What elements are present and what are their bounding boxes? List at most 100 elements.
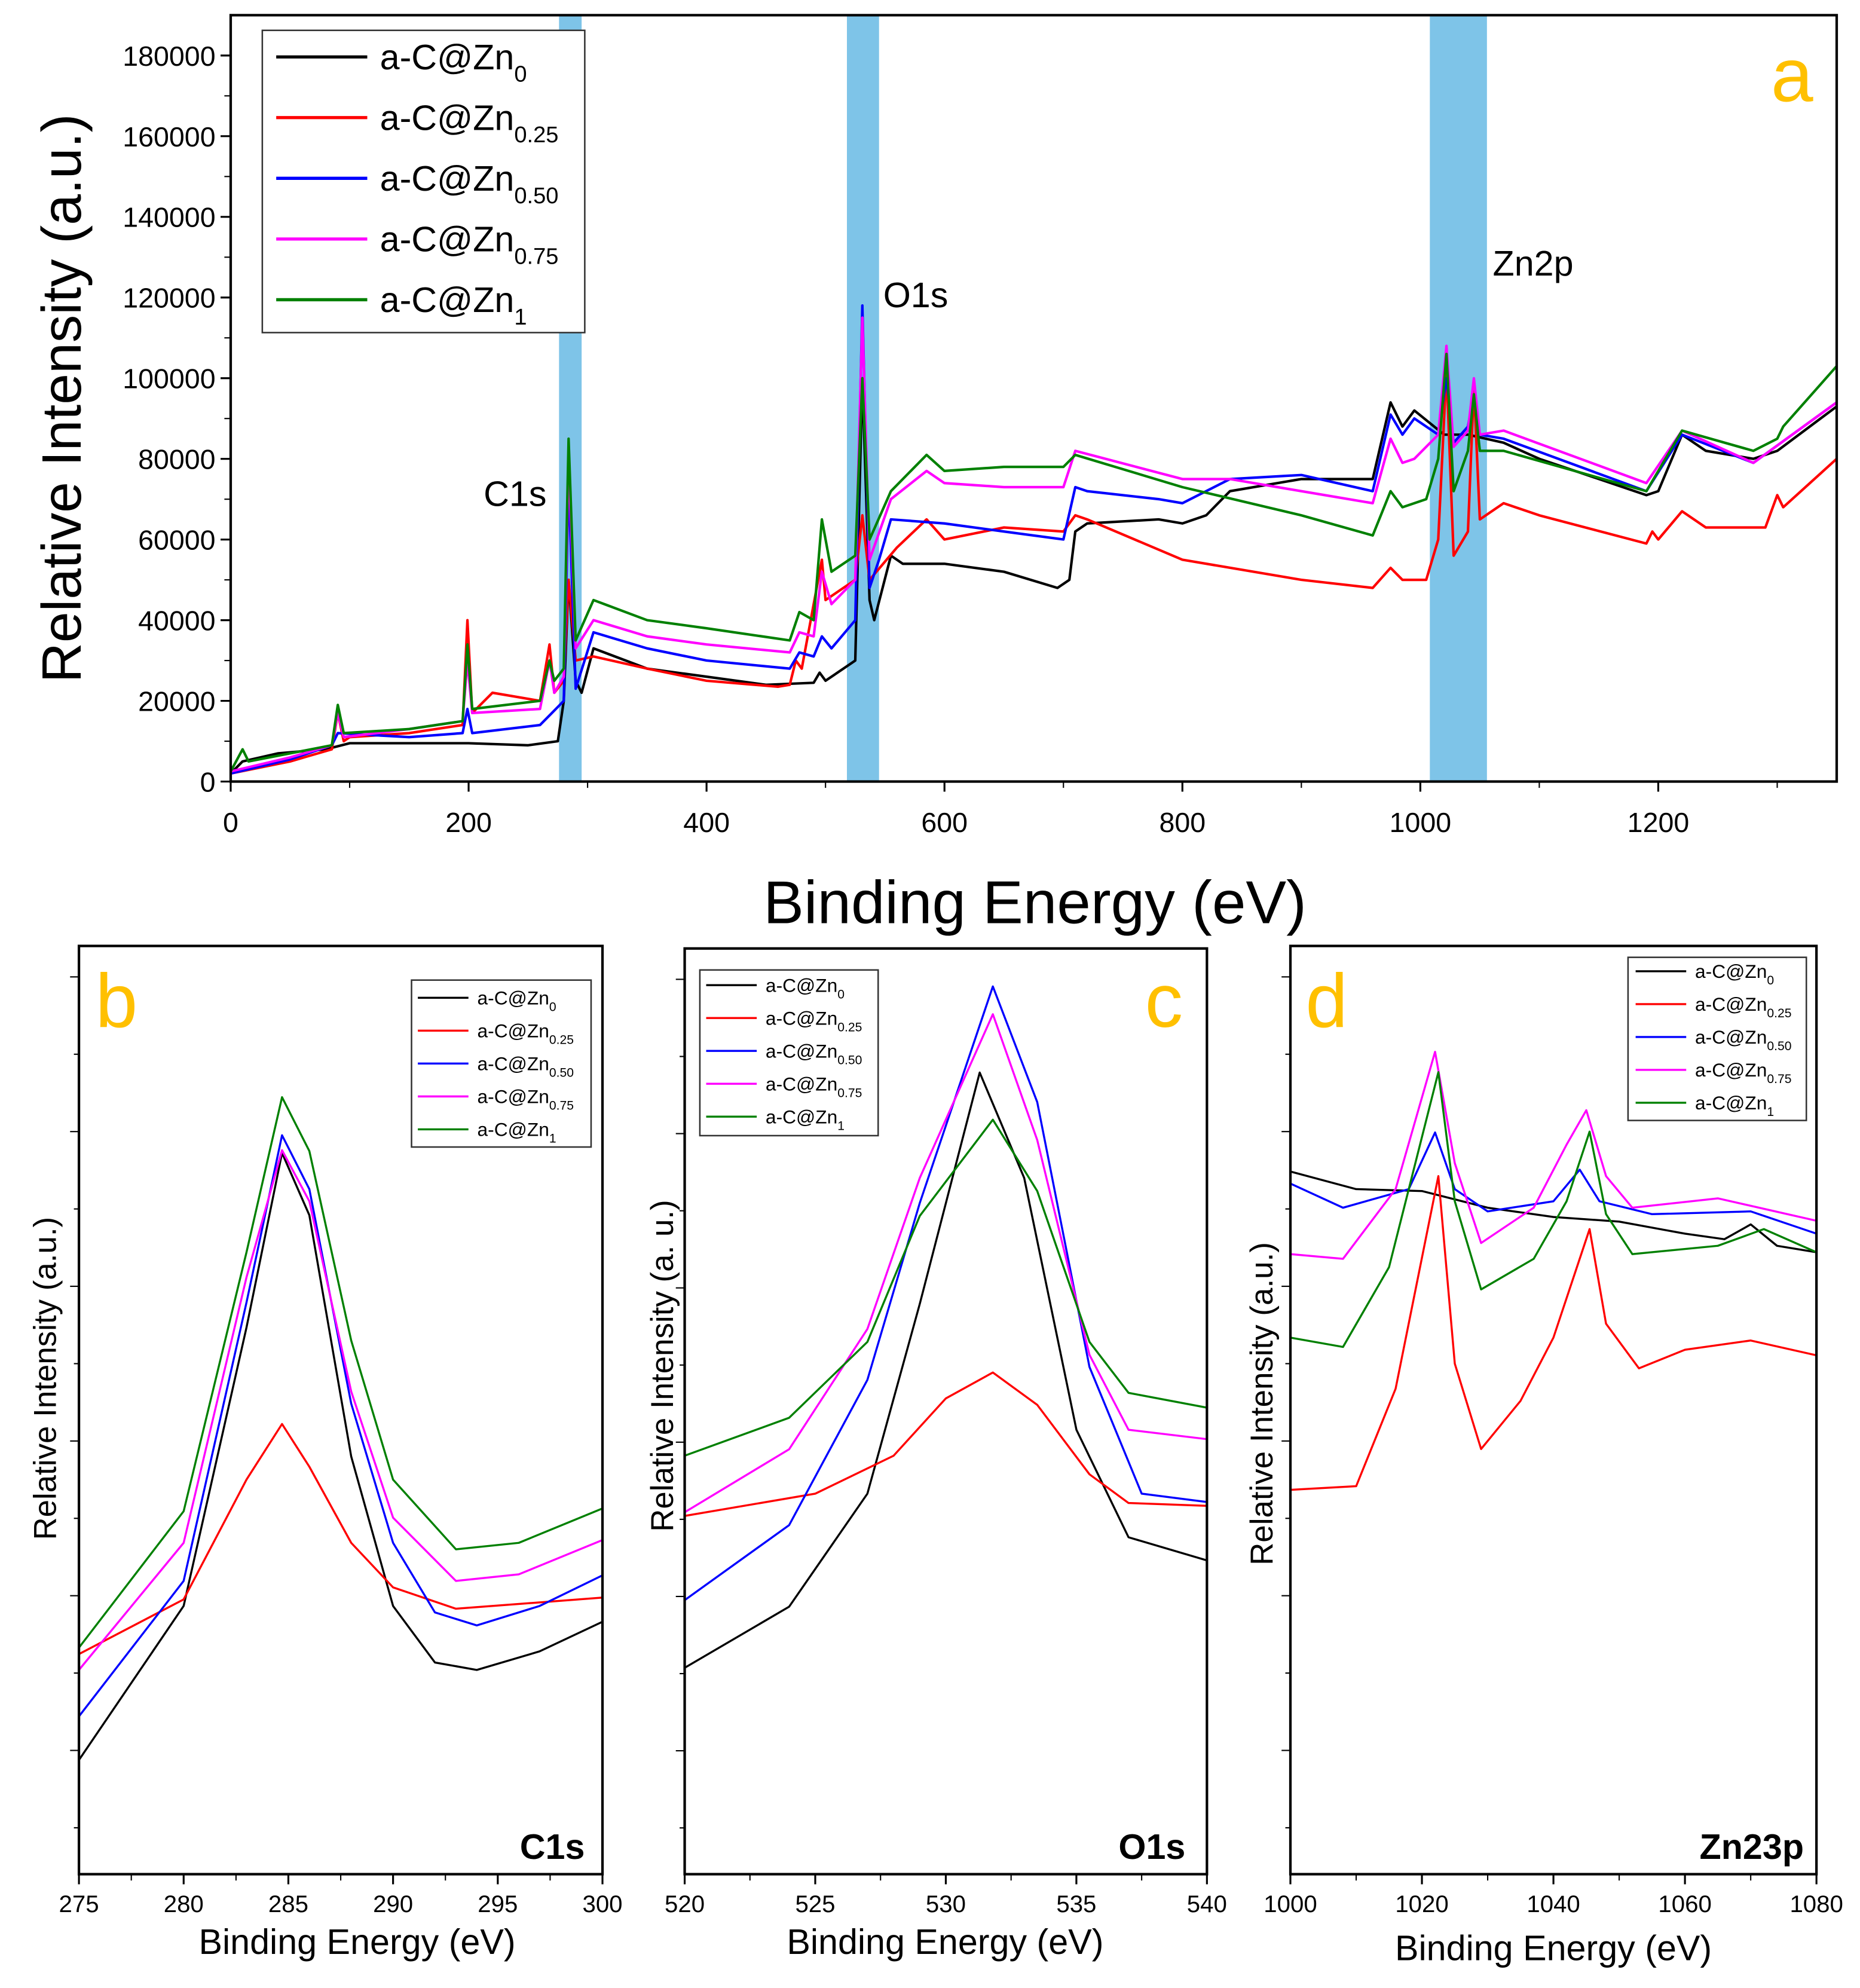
legend-label: a-C@Zn0.25 [380, 98, 559, 148]
legend-label: a-C@Zn0 [478, 987, 556, 1014]
legend-label-base: a-C@Zn [1695, 1092, 1767, 1114]
series-line-zn0 [230, 377, 1838, 775]
panel-b: 275 280 285 290 295 300 Binding Energy (eV) Rel… [27, 944, 623, 1962]
y-tick-label: 120000 [123, 283, 215, 314]
x-tick-label: 1200 [1628, 807, 1690, 838]
plot-frame [229, 14, 1838, 783]
x-tick-label: 525 [795, 1891, 835, 1917]
legend-label-subscript: 0.25 [1767, 1007, 1791, 1020]
series-line-zn050 [1290, 1131, 1817, 1235]
legend-label-base: a-C@Zn [380, 158, 515, 198]
legend-label-subscript: 1 [837, 1119, 845, 1133]
y-tick-label: 180000 [123, 41, 215, 72]
legend-label: a-C@Zn1 [478, 1118, 556, 1145]
legend: a-C@Zn0a-C@Zn0.25a-C@Zn0.50a-C@Zn0.75a-C… [1627, 956, 1807, 1121]
x-tick-label: 520 [665, 1891, 705, 1917]
x-axis-label: Binding Energy (eV) [763, 868, 1307, 937]
legend-label: a-C@Zn0 [766, 974, 845, 1001]
legend-label-base: a-C@Zn [1695, 993, 1767, 1015]
panel-a: 0 200 400 600 800 1000 1200 0 20000 40000 60000 800… [30, 14, 1838, 937]
x-tick-label: 275 [59, 1891, 99, 1917]
legend-box [1627, 956, 1807, 1121]
x-tick-label: 300 [582, 1891, 622, 1917]
series-line-zn025 [78, 1423, 603, 1655]
legend-label: a-C@Zn0 [1695, 961, 1774, 987]
legend-label-subscript: 0.50 [514, 183, 558, 209]
legend-box [699, 969, 879, 1137]
x-tick-label: 800 [1159, 807, 1206, 838]
x-tick-label: 530 [926, 1891, 966, 1917]
legend-label-subscript: 0.75 [1767, 1072, 1791, 1086]
legend-label: a-C@Zn0.50 [478, 1053, 574, 1079]
legend-label-subscript: 1 [514, 305, 527, 330]
panel-c: 520 525 530 535 540 Binding Energy (eV) Relati… [645, 947, 1227, 1962]
legend-label-subscript: 0 [549, 1001, 556, 1014]
legend-label-base: a-C@Zn [766, 1073, 837, 1094]
series-line-zn1 [1290, 1071, 1817, 1348]
series-line-zn050 [684, 985, 1207, 1601]
series-line-zn1 [78, 1096, 603, 1648]
x-tick-label: 1020 [1395, 1891, 1448, 1917]
series-line-zn025 [1290, 1175, 1817, 1491]
legend-label-base: a-C@Zn [766, 1106, 837, 1127]
y-tick-label: 80000 [138, 444, 215, 475]
legend-label-subscript: 0.75 [549, 1099, 574, 1113]
legend-label: a-C@Zn1 [766, 1106, 845, 1133]
legend-label-base: a-C@Zn [478, 1085, 549, 1107]
legend-label-base: a-C@Zn [478, 1053, 549, 1074]
legend-label-base: a-C@Zn [766, 1040, 837, 1062]
legend-label: a-C@Zn0.75 [478, 1085, 574, 1112]
y-axis-label: Relative Intensity (a.u.) [1244, 1242, 1280, 1565]
series-line-zn025 [684, 1371, 1207, 1517]
x-tick-label: 1000 [1264, 1891, 1317, 1917]
x-tick-label: 535 [1056, 1891, 1096, 1917]
series-line-zn050 [78, 1134, 603, 1717]
y-axis-label: Relative Intensity (a.u.) [30, 114, 93, 683]
x-axis-label: Binding Energy (eV) [1395, 1928, 1712, 1968]
legend-label-base: a-C@Zn [380, 219, 515, 259]
highlight-band-zn2p [1430, 15, 1487, 782]
peak-region-label: O1s [1118, 1827, 1185, 1867]
panel-d: 1000 1020 1040 1060 1080 Binding Energy (eV) R… [1244, 944, 1843, 1968]
x-axis-label: Binding Energy (eV) [787, 1922, 1103, 1962]
legend-label-subscript: 0.50 [1767, 1039, 1791, 1053]
legend: a-C@Zn0a-C@Zn0.25a-C@Zn0.50a-C@Zn0.75a-C… [699, 969, 879, 1137]
legend-label: a-C@Zn0 [380, 37, 527, 87]
legend-box [261, 29, 586, 334]
panel-letter: d [1305, 958, 1348, 1043]
y-tick-label: 20000 [138, 686, 215, 717]
legend-label-base: a-C@Zn [380, 37, 515, 77]
peak-region-label: Zn23p [1700, 1827, 1804, 1867]
legend-label-subscript: 0.75 [514, 244, 558, 269]
legend-label: a-C@Zn0.25 [478, 1020, 574, 1047]
x-tick-label: 1080 [1789, 1891, 1843, 1917]
legend-label-subscript: 0 [1767, 974, 1774, 987]
y-tick-label: 160000 [123, 121, 215, 152]
series-line-zn025 [230, 369, 1838, 775]
y-tick-label: 0 [200, 766, 216, 797]
legend-label: a-C@Zn0.50 [380, 158, 559, 209]
x-tick-label: 600 [921, 807, 968, 838]
legend-label: a-C@Zn0.75 [766, 1073, 862, 1100]
series-line-zn0 [684, 1071, 1207, 1669]
legend-label-base: a-C@Zn [766, 974, 837, 996]
legend-label-subscript: 1 [1767, 1105, 1774, 1119]
legend-label: a-C@Zn0.50 [1695, 1026, 1791, 1053]
x-tick-label: 540 [1187, 1891, 1227, 1917]
peak-annotation: C1s [484, 473, 546, 513]
x-axis-label: Binding Energy (eV) [198, 1922, 515, 1962]
legend-label-base: a-C@Zn [478, 987, 549, 1008]
panel-letter: b [96, 958, 138, 1043]
legend-label-subscript: 0.25 [514, 123, 558, 148]
legend-label-subscript: 0 [837, 987, 845, 1001]
x-tick-label: 1000 [1390, 807, 1452, 838]
x-tick-label: 1060 [1658, 1891, 1711, 1917]
legend: a-C@Zn0a-C@Zn0.25a-C@Zn0.50a-C@Zn0.75a-C… [261, 29, 586, 334]
legend-label: a-C@Zn0.75 [380, 219, 559, 270]
legend-label-base: a-C@Zn [380, 280, 515, 320]
legend-label: a-C@Zn0.75 [1695, 1059, 1791, 1086]
series-line-zn1 [684, 1118, 1207, 1457]
legend: a-C@Zn0a-C@Zn0.25a-C@Zn0.50a-C@Zn0.75a-C… [411, 979, 592, 1148]
y-tick-label: 40000 [138, 605, 215, 637]
